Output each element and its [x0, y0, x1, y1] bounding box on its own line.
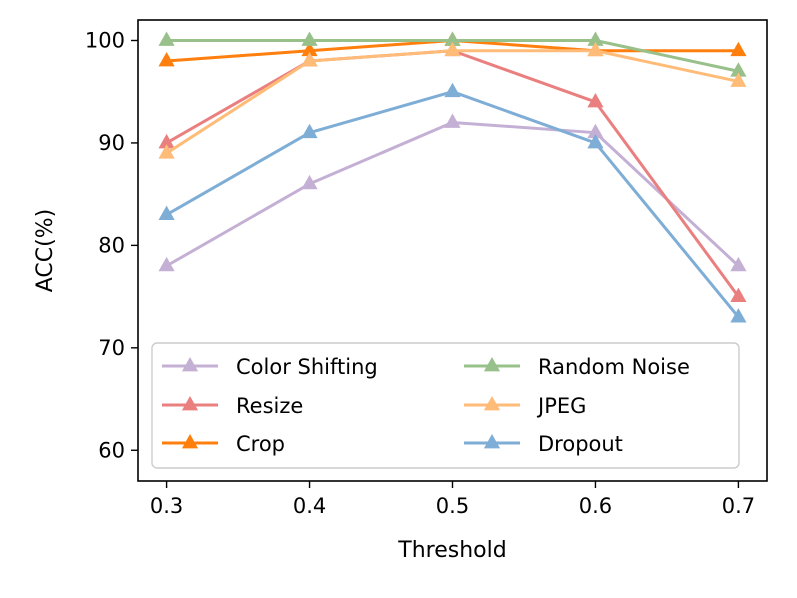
data-point [301, 174, 318, 190]
y-tick-label: 70 [98, 336, 125, 360]
data-point [158, 51, 175, 67]
data-point [444, 82, 461, 98]
legend-label: Resize [236, 394, 303, 418]
x-tick-label: 0.7 [722, 494, 755, 518]
legend-entry-dropout: Dropout [464, 432, 623, 456]
data-point [301, 31, 318, 46]
legend-marker [181, 434, 199, 449]
y-tick-label: 80 [98, 233, 125, 257]
series-line [165, 120, 740, 268]
y-tick-label: 90 [98, 131, 125, 155]
data-point [587, 31, 604, 46]
data-point [444, 113, 461, 128]
legend-label: Random Noise [538, 355, 690, 379]
legend-box [151, 342, 740, 469]
legend: Color Shifting Resize Crop Random Noise JPEG… [151, 342, 740, 469]
data-point [730, 62, 747, 77]
series-color-shifting [158, 113, 747, 272]
data-point [301, 123, 318, 139]
x-tick-label: 0.4 [293, 494, 326, 518]
data-point [444, 41, 461, 57]
legend-label: JPEG [536, 394, 586, 418]
x-tick-label: 0.3 [150, 494, 183, 518]
y-tick-label: 100 [85, 28, 125, 52]
series-resize [158, 41, 747, 302]
data-point [158, 144, 175, 159]
legend-marker [483, 434, 501, 449]
data-point [587, 123, 604, 139]
data-point [587, 41, 604, 57]
legend-marker [483, 396, 501, 411]
plot-area [158, 31, 747, 323]
y-axis-label: ACC(%) [33, 209, 58, 292]
data-point [444, 31, 461, 46]
legend-label: Dropout [538, 432, 623, 456]
data-point [587, 133, 604, 149]
data-point [730, 72, 747, 87]
series-dropout [158, 82, 747, 323]
x-axis-label: Threshold [397, 538, 506, 563]
legend-entry-jpeg: JPEG [464, 394, 586, 418]
series-random-noise [158, 31, 747, 77]
data-point [158, 256, 175, 272]
series-line [165, 49, 739, 155]
legend-label: Color Shifting [236, 355, 378, 379]
data-point [730, 308, 747, 323]
data-point [158, 133, 175, 149]
data-point [730, 256, 747, 272]
data-point [158, 205, 175, 221]
axes: 0.3 0.4 0.5 0.6 0.7 60 70 80 90 100 [85, 19, 768, 518]
legend-entry-random-noise: Random Noise [464, 355, 690, 379]
data-point [301, 41, 318, 57]
data-point [158, 31, 175, 46]
legend-marker [483, 357, 501, 372]
data-point [730, 41, 747, 57]
data-point [301, 51, 318, 67]
legend-entry-crop: Crop [162, 432, 285, 456]
x-tick-label: 0.6 [579, 494, 612, 518]
x-tick-label: 0.5 [436, 494, 469, 518]
data-point [730, 287, 747, 302]
legend-label: Crop [236, 432, 285, 456]
legend-entry-resize: Resize [162, 394, 303, 418]
legend-marker [181, 357, 199, 372]
y-tick-label: 60 [98, 438, 125, 462]
data-point [587, 92, 604, 108]
legend-marker [181, 396, 199, 411]
legend-entry-color-shifting: Color Shifting [162, 355, 378, 379]
series-jpeg [158, 41, 747, 159]
